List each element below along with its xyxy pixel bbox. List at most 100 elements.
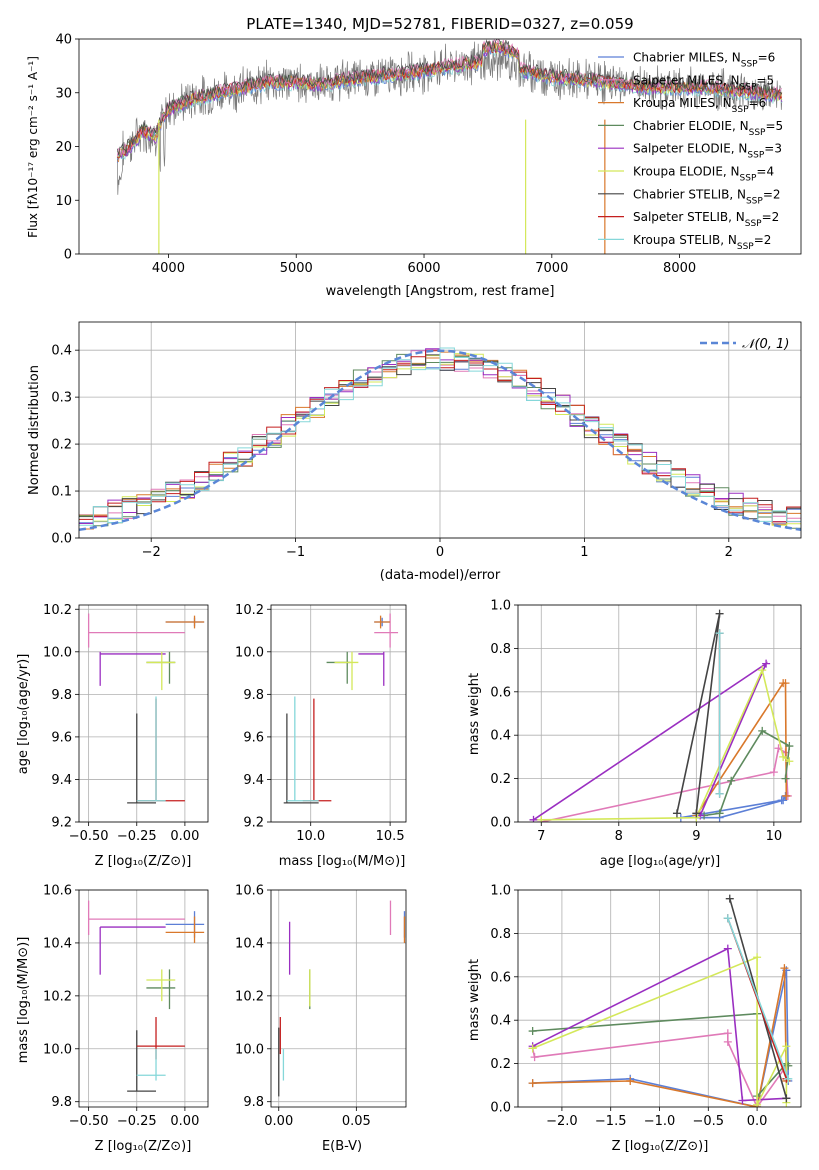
mass-vs-metallicity-panel: −0.50 −0.25 0.00 9.8 10.0 10.2 10.4 10.6 Z [log… — [16, 884, 209, 1154]
weight-marker-krou_elodie — [753, 1100, 762, 1107]
y-tick-label: 9.4 — [51, 773, 72, 788]
weight-marker-salp_miles — [530, 1053, 539, 1062]
y-tick-label: 9.8 — [51, 688, 72, 703]
legend-label-chab_elodie: Chabrier ELODIE, NSSP=5 — [633, 119, 783, 138]
age-z-ylabel: age [log₁₀(age/yr)] — [16, 654, 31, 775]
axes-frame — [78, 889, 209, 1108]
weight-marker-chab_elodie — [715, 809, 724, 818]
age-z-plot: −0.50 −0.25 0.00 9.2 9.4 9.6 9.8 10.0 10.2 — [43, 603, 209, 844]
weight-marker-krou_elodie — [758, 666, 767, 675]
weight-line-salp_elodie — [532, 947, 787, 1102]
spectrum-xlabel: wavelength [Angstrom, rest frame] — [326, 284, 555, 299]
legend-label-subscript: SSP — [745, 219, 762, 229]
y-tick-label: 0.4 — [490, 1014, 511, 1029]
spectrum-panel: PLATE=1340, MJD=52781, FIBERID=0327, z=0… — [26, 15, 802, 299]
plot-area — [87, 613, 205, 804]
y-tick-label: 9.4 — [243, 773, 264, 788]
age-z-xlabel: Z [log₁₀(Z/Z⊙)] — [95, 854, 192, 869]
legend-label-salp_miles: Salpeter MILES, NSSP=5 — [633, 73, 774, 92]
legend-label-value: =5 — [756, 73, 774, 87]
age-mass-plot: 10.0 10.5 9.2 9.4 9.6 9.8 10.0 10.2 — [235, 603, 407, 844]
x-tick-label: 5000 — [280, 261, 313, 276]
x-tick-label: −0.5 — [693, 1114, 725, 1129]
y-tick-label: 10.0 — [235, 1042, 264, 1057]
y-tick-label: 0.0 — [490, 1101, 511, 1116]
y-tick-label: 1.0 — [490, 884, 511, 899]
residual-ylabel: Normed distribution — [27, 365, 42, 495]
spectrum-plot: 4000 5000 6000 7000 8000 0 10 20 30 40 — [55, 33, 802, 276]
legend-label-subscript: SSP — [732, 105, 749, 115]
age-mass-xlabel: mass [log₁₀(M/M⊙)] — [279, 854, 406, 869]
weight-z-ylabel: mass weight — [467, 959, 482, 1041]
weight-marker-krou_miles — [780, 964, 789, 973]
weight-line-chab_miles — [532, 970, 790, 1107]
weight-z-xlabel: Z [log₁₀(Z/Z⊙)] — [612, 1139, 709, 1154]
weight-marker-krou_stelib — [784, 1074, 793, 1083]
y-tick-label: 9.2 — [51, 816, 72, 831]
x-tick-label: 0.00 — [170, 1114, 199, 1129]
weight-marker-salp_elodie — [738, 1096, 747, 1105]
weight-marker-salp_miles — [769, 768, 778, 777]
x-tick-label: 0.0 — [747, 1114, 768, 1129]
axes-frame — [517, 604, 802, 823]
age-vs-metallicity-panel: −0.50 −0.25 0.00 9.2 9.4 9.6 9.8 10.0 10.2 Z [lo… — [16, 603, 209, 869]
plot-area — [528, 894, 793, 1107]
y-tick-label: 9.8 — [51, 1095, 72, 1110]
y-tick-label: 30 — [55, 86, 72, 101]
legend-label-subscript: SSP — [746, 196, 763, 206]
weight-marker-chab_stelib — [715, 609, 724, 618]
residual-plot: −2 −1 0 1 2 0.0 0.1 0.2 0.3 0.4 — [51, 321, 802, 560]
y-tick-label: 9.6 — [243, 730, 264, 745]
x-tick-label: 7 — [537, 829, 545, 844]
y-tick-label: 10.0 — [43, 645, 72, 660]
x-tick-label: 10.5 — [376, 829, 405, 844]
legend-label-subscript: SSP — [740, 82, 757, 92]
legend-label-value: =5 — [765, 119, 783, 133]
legend-label-salp_stelib: Salpeter STELIB, NSSP=2 — [633, 210, 779, 229]
age-vs-mass-panel: 10.0 10.5 9.2 9.4 9.6 9.8 10.0 10.2 mass [log₁₀… — [235, 603, 407, 869]
mass-ebv-xlabel: E(B-V) — [322, 1139, 362, 1154]
legend-label-value: =2 — [762, 210, 780, 224]
y-tick-label: 10 — [55, 194, 72, 209]
spectrum-ylabel: Flux [fλ10⁻¹⁷ erg cm⁻² s⁻¹ A⁻¹] — [26, 56, 40, 238]
legend-label-text: Kroupa ELODIE, N — [633, 165, 740, 179]
legend-label-salp_elodie: Salpeter ELODIE, NSSP=3 — [633, 142, 782, 161]
x-tick-label: −0.50 — [69, 1114, 109, 1129]
y-tick-label: 40 — [55, 33, 72, 48]
weight-marker-krou_elodie — [785, 757, 794, 766]
y-tick-label: 0.0 — [51, 532, 72, 547]
weight-marker-chab_elodie — [758, 726, 767, 735]
legend-label-krou_elodie: Kroupa ELODIE, NSSP=4 — [633, 165, 774, 184]
x-tick-label: 4000 — [152, 261, 185, 276]
plot-area — [116, 39, 783, 254]
legend-label-subscript: SSP — [747, 151, 764, 161]
axes-frame — [270, 604, 407, 823]
weight-marker-krou_stelib — [715, 789, 724, 798]
x-tick-label: −1.5 — [595, 1114, 627, 1129]
weight-vs-age-panel: 7 8 9 10 0.0 0.2 0.4 0.6 0.8 1.0 age [log₁₀(age/y… — [467, 599, 802, 869]
legend-label-krou_stelib: Kroupa STELIB, NSSP=2 — [633, 233, 771, 252]
weight-marker-chab_elodie — [727, 776, 736, 785]
weight-marker-chab_miles — [779, 796, 788, 805]
y-tick-label: 9.6 — [51, 730, 72, 745]
residual-histogram-panel: −2 −1 0 1 2 0.0 0.1 0.2 0.3 0.4 (data-model)/erro… — [27, 321, 802, 583]
weight-z-plot: −2.0 −1.5 −1.0 −0.5 0.0 0.0 0.2 0.4 0.6 0.8 1.0 — [490, 884, 802, 1129]
y-tick-label: 0 — [64, 248, 72, 263]
y-tick-label: 0.4 — [51, 344, 72, 359]
legend-label-value: =3 — [764, 142, 782, 156]
x-tick-label: 8 — [615, 829, 623, 844]
weight-vs-metallicity-panel: −2.0 −1.5 −1.0 −0.5 0.0 0.0 0.2 0.4 0.6 0.8 1.0 Z … — [467, 884, 802, 1154]
y-tick-label: 1.0 — [490, 599, 511, 614]
residual-xlabel: (data-model)/error — [380, 568, 501, 583]
mass-z-ylabel: mass [log₁₀(M/M⊙)] — [16, 937, 31, 1064]
y-tick-label: 9.2 — [243, 816, 264, 831]
model-spectrum-salp_miles — [116, 39, 783, 157]
x-tick-label: 0.00 — [170, 829, 199, 844]
y-tick-label: 0.6 — [490, 970, 511, 985]
mass-vs-ebv-panel: 0.00 0.05 9.8 10.0 10.2 10.4 10.6 E(B-V) — [235, 884, 407, 1154]
weight-marker-krou_miles — [528, 1079, 537, 1088]
axes-frame — [270, 889, 407, 1108]
mass-ebv-plot: 0.00 0.05 9.8 10.0 10.2 10.4 10.6 — [235, 884, 407, 1129]
y-tick-label: 10.2 — [43, 603, 72, 618]
y-tick-label: 0.4 — [490, 729, 511, 744]
